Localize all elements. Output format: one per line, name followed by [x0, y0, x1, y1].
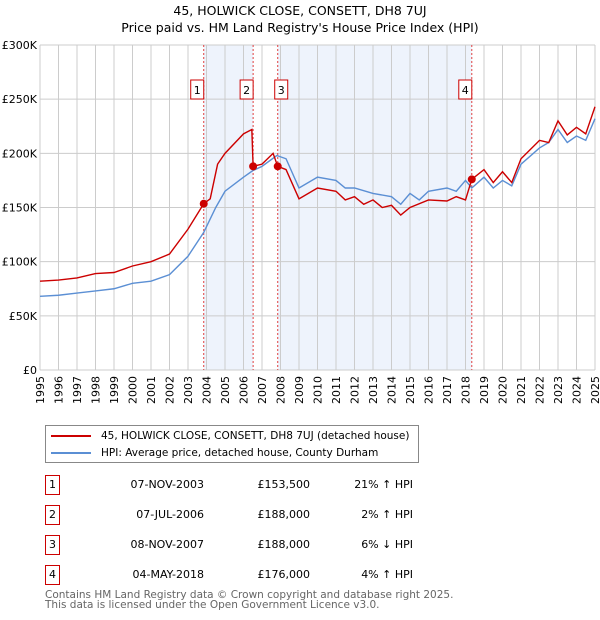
x-tick-label: 2019 — [478, 376, 491, 404]
x-tick-label: 2009 — [293, 376, 306, 404]
sale-date: 08-NOV-2007 — [130, 538, 204, 551]
sale-number-badge: 3 — [45, 535, 60, 555]
sale-number: 2 — [243, 84, 250, 97]
x-tick-label: 2002 — [164, 376, 177, 404]
sale-point — [249, 162, 258, 171]
x-tick-label: 2003 — [182, 376, 195, 404]
red-line-swatch — [51, 435, 91, 437]
x-tick-label: 1998 — [90, 376, 103, 404]
sale-number-badge: 4 — [45, 565, 60, 585]
sale-date: 07-NOV-2003 — [130, 478, 204, 491]
x-tick-label: 2024 — [571, 376, 584, 404]
x-tick-label: 2011 — [330, 376, 343, 404]
sale-number: 4 — [462, 84, 469, 97]
sale-number: 1 — [194, 84, 201, 97]
footer: Contains HM Land Registry data © Crown c… — [45, 589, 454, 611]
x-tick-label: 2001 — [145, 376, 158, 404]
y-tick-label: £100K — [2, 256, 38, 269]
sale-number-box — [274, 79, 289, 100]
sale-row: 2 07-JUL-2006 £188,000 2% ↑ HPI — [45, 505, 445, 525]
x-tick-label: 1999 — [108, 376, 121, 404]
sale-price: £188,000 — [257, 508, 311, 521]
sale-price: £176,000 — [257, 568, 311, 581]
legend-item-hpi: HPI: Average price, detached house, Coun… — [46, 445, 378, 461]
y-tick-label: £200K — [2, 147, 38, 160]
sale-row: 3 08-NOV-2007 £188,000 6% ↓ HPI — [45, 535, 445, 555]
sale-point — [199, 199, 208, 208]
hpi-delta: 6% ↓ HPI — [361, 538, 413, 551]
x-tick-label: 2000 — [127, 376, 140, 404]
sale-point — [467, 175, 476, 184]
legend: 45, HOLWICK CLOSE, CONSETT, DH8 7UJ (det… — [45, 425, 419, 463]
x-tick-label: 2004 — [201, 376, 214, 404]
x-tick-label: 2016 — [423, 376, 436, 404]
x-tick-label: 1997 — [71, 376, 84, 404]
x-tick-label: 1995 — [34, 376, 47, 404]
chart-subtitle: Price paid vs. HM Land Registry's House … — [121, 20, 479, 35]
x-tick-label: 2018 — [460, 376, 473, 404]
sale-price: £188,000 — [257, 538, 311, 551]
x-tick-label: 2008 — [275, 376, 288, 404]
sale-number: 3 — [278, 84, 285, 97]
y-tick-label: £150K — [2, 202, 38, 215]
x-tick-label: 2012 — [349, 376, 362, 404]
x-tick-label: 2006 — [238, 376, 251, 404]
x-tick-label: 2022 — [534, 376, 547, 404]
chart-title: 45, HOLWICK CLOSE, CONSETT, DH8 7UJ — [173, 3, 427, 18]
legend-label: 45, HOLWICK CLOSE, CONSETT, DH8 7UJ (det… — [101, 430, 410, 442]
sale-date: 07-JUL-2006 — [136, 508, 204, 521]
footer-line-2: This data is licensed under the Open Gov… — [45, 599, 380, 611]
sale-row: 1 07-NOV-2003 £153,500 21% ↑ HPI — [45, 475, 445, 495]
sale-number-badge: 2 — [45, 505, 60, 525]
x-tick-label: 2013 — [367, 376, 380, 404]
y-tick-label: £50K — [9, 310, 38, 323]
sale-number-box — [239, 79, 254, 100]
legend-label: HPI: Average price, detached house, Coun… — [101, 447, 379, 459]
hpi-line — [39, 118, 596, 298]
y-tick-label: £300K — [2, 39, 38, 52]
x-tick-label: 2020 — [497, 376, 510, 404]
price-chart: 1995 1996 1997 1998 1999 2000 2001 2002 2003 2004… — [2, 39, 600, 404]
legend-item-property: 45, HOLWICK CLOSE, CONSETT, DH8 7UJ (det… — [46, 428, 409, 444]
sale-row: 4 04-MAY-2018 £176,000 4% ↑ HPI — [45, 565, 445, 585]
footer-line-1: Contains HM Land Registry data © Crown c… — [45, 589, 454, 601]
hpi-delta: 21% ↑ HPI — [354, 478, 413, 491]
sale-price: £153,500 — [257, 478, 311, 491]
x-tick-label: 2010 — [312, 376, 325, 404]
property-price-line — [39, 106, 596, 282]
x-tick-label: 2025 — [589, 376, 600, 404]
x-tick-label: 2017 — [441, 376, 454, 404]
blue-line-swatch — [51, 452, 91, 454]
x-tick-label: 2021 — [515, 376, 528, 404]
sale-number-badge: 1 — [45, 475, 60, 495]
x-tick-label: 2007 — [256, 376, 269, 404]
x-tick-label: 2023 — [552, 376, 565, 404]
y-tick-label: £250K — [2, 93, 38, 106]
sale-number-box — [458, 79, 473, 100]
y-tick-label: £0 — [23, 364, 37, 377]
x-tick-label: 1996 — [53, 376, 66, 404]
sale-number-box — [190, 79, 205, 100]
x-tick-label: 2015 — [404, 376, 417, 404]
x-tick-label: 2005 — [219, 376, 232, 404]
x-tick-label: 2014 — [386, 376, 399, 404]
hpi-delta: 2% ↑ HPI — [361, 508, 413, 521]
sale-point — [273, 162, 282, 171]
hpi-delta: 4% ↑ HPI — [361, 568, 413, 581]
sale-date: 04-MAY-2018 — [132, 568, 204, 581]
